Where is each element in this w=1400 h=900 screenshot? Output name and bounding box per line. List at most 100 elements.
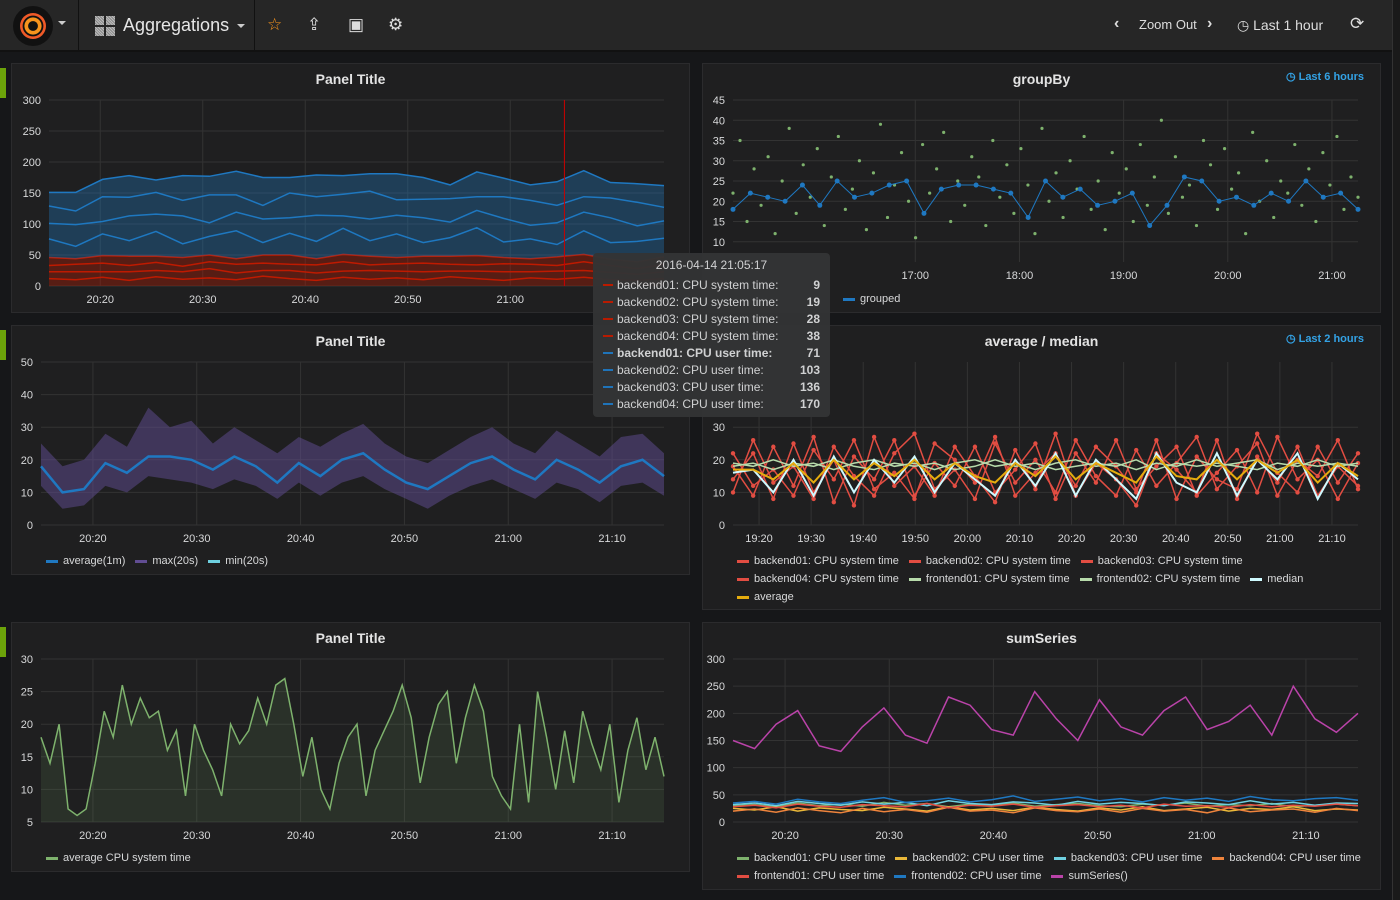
scatter-point bbox=[1244, 232, 1248, 236]
y-tick-label: 100 bbox=[707, 763, 725, 775]
graph-panel: Panel Title 0 50 100 150 200 250 300 20:20 20:30 2… bbox=[11, 63, 690, 313]
legend-item[interactable]: average CPU system time bbox=[46, 849, 191, 867]
legend-swatch bbox=[1079, 577, 1092, 581]
tooltip-series-label: backend03: CPU system time: bbox=[617, 311, 779, 326]
zoom-out-button[interactable]: Zoom Out bbox=[1139, 17, 1197, 32]
series-point bbox=[791, 493, 796, 498]
panel-time-override[interactable]: ◷ Last 2 hours bbox=[1286, 332, 1364, 345]
legend-item[interactable]: backend02: CPU user time bbox=[895, 849, 1044, 867]
y-tick-label: 150 bbox=[707, 736, 725, 748]
divider bbox=[78, 0, 79, 50]
series-line[interactable] bbox=[40, 677, 665, 817]
legend-item[interactable]: frontend01: CPU system time bbox=[908, 570, 1070, 588]
panel-title[interactable]: Panel Title bbox=[315, 333, 386, 349]
series-line[interactable] bbox=[732, 684, 1359, 753]
series-point bbox=[750, 438, 756, 443]
series-line[interactable] bbox=[48, 253, 665, 263]
series-line[interactable] bbox=[40, 451, 665, 494]
legend-item[interactable]: backend01: CPU user time bbox=[737, 849, 885, 867]
legend-item[interactable]: backend03: CPU user time bbox=[1053, 849, 1202, 867]
row-marker[interactable] bbox=[0, 330, 6, 360]
series-line[interactable] bbox=[49, 169, 665, 194]
graph-canvas[interactable]: 0 50 100 150 200 250 300 20:20 20:30 20:40 20:50 21… bbox=[12, 64, 691, 314]
graph-canvas[interactable]: 10 15 20 25 30 35 40 45 17:00 18:00 19:00 20:00 21:0… bbox=[703, 64, 1382, 314]
chevron-left-icon[interactable]: ‹ bbox=[1114, 15, 1120, 32]
dashboard-picker[interactable]: Aggregations bbox=[95, 15, 246, 36]
series-line[interactable] bbox=[732, 432, 1359, 501]
star-icon[interactable]: ☆ bbox=[267, 15, 283, 34]
scatter-point bbox=[1229, 187, 1234, 191]
legend-item[interactable]: median bbox=[1250, 570, 1303, 588]
series-point bbox=[972, 444, 978, 449]
legend-item[interactable]: backend01: CPU system time bbox=[737, 552, 899, 570]
series-line[interactable] bbox=[48, 190, 665, 212]
row-marker[interactable] bbox=[0, 627, 6, 657]
time-picker[interactable]: ◷ Last 1 hour bbox=[1237, 17, 1323, 34]
legend-item[interactable]: sumSeries() bbox=[1051, 867, 1128, 885]
legend-item[interactable]: frontend02: CPU system time bbox=[1079, 570, 1240, 588]
series-line[interactable] bbox=[732, 431, 1359, 501]
clock-icon: ◷ bbox=[1285, 333, 1299, 345]
tooltip-series-label: backend04: CPU user time: bbox=[617, 396, 764, 411]
panel-title[interactable]: average / median bbox=[984, 333, 1099, 349]
series-line[interactable] bbox=[48, 275, 665, 282]
scatter-point bbox=[1068, 159, 1072, 163]
series-line[interactable] bbox=[48, 261, 665, 270]
scatter-point bbox=[1180, 195, 1185, 199]
legend-item[interactable]: backend03: CPU system time bbox=[1080, 552, 1243, 570]
graph-canvas[interactable]: 5 10 15 20 25 30 20:20 20:30 20:40 20:50 21:00 21:1… bbox=[12, 623, 691, 873]
graph-canvas[interactable]: 0 50 100 150 200 250 300 20:20 20:30 20:40 20:50 21… bbox=[703, 623, 1382, 891]
series-point bbox=[730, 206, 736, 212]
legend-item[interactable]: max(20s) bbox=[135, 552, 198, 570]
series-point bbox=[851, 503, 857, 508]
legend-item[interactable]: grouped bbox=[843, 290, 900, 308]
legend-item[interactable]: backend02: CPU system time bbox=[908, 552, 1071, 570]
gear-icon[interactable]: ⚙ bbox=[388, 15, 404, 34]
panel-title[interactable]: groupBy bbox=[1012, 71, 1071, 87]
scatter-point bbox=[1012, 211, 1016, 215]
legend-swatch bbox=[46, 856, 58, 860]
series-line[interactable] bbox=[732, 806, 1359, 814]
series-point bbox=[1013, 480, 1018, 485]
panel-title[interactable]: Panel Title bbox=[315, 71, 386, 87]
scatter-point bbox=[766, 155, 770, 159]
share-icon[interactable]: ⇪ bbox=[307, 15, 322, 34]
graph-canvas[interactable]: 0 10 20 30 40 50 20:20 20:30 20:40 20:50 21:00 21:1… bbox=[12, 326, 691, 576]
legend-item[interactable]: frontend01: CPU user time bbox=[737, 867, 884, 885]
series-line[interactable] bbox=[48, 209, 665, 227]
grafana-logo[interactable] bbox=[13, 6, 53, 46]
save-icon[interactable]: ▣ bbox=[348, 15, 365, 34]
legend-item[interactable]: backend04: CPU system time bbox=[737, 570, 899, 588]
series-line[interactable] bbox=[732, 806, 1359, 812]
caret-down-icon[interactable] bbox=[58, 21, 66, 25]
scatter-point bbox=[1272, 215, 1276, 220]
legend-swatch bbox=[737, 856, 749, 860]
legend-item[interactable]: average(1m) bbox=[46, 552, 125, 570]
tooltip-row: backend01: CPU user time: 71 bbox=[603, 344, 820, 361]
refresh-icon[interactable]: ⟳ bbox=[1350, 14, 1365, 33]
series-line[interactable] bbox=[732, 795, 1359, 805]
legend-swatch bbox=[208, 559, 221, 563]
series-point bbox=[1199, 178, 1205, 184]
scrollbar[interactable] bbox=[1392, 0, 1400, 900]
legend-item[interactable]: frontend02: CPU user time bbox=[894, 867, 1041, 885]
graph-canvas[interactable]: 0 10 20 30 19:20 19:30 19:40 19:50 20:00 20:10 20:… bbox=[703, 326, 1382, 611]
panel-title[interactable]: sumSeries bbox=[1006, 630, 1077, 646]
series-line[interactable] bbox=[48, 226, 665, 248]
legend-item[interactable]: average bbox=[737, 588, 794, 606]
series-line[interactable] bbox=[49, 267, 665, 275]
series-line[interactable] bbox=[732, 802, 1359, 809]
series-line[interactable] bbox=[733, 455, 1359, 485]
series-point bbox=[1112, 198, 1118, 204]
tooltip-value: 103 bbox=[799, 362, 820, 377]
legend-item[interactable]: min(20s) bbox=[208, 552, 268, 570]
series-point bbox=[1268, 190, 1274, 196]
scatter-point bbox=[1159, 118, 1163, 122]
panel-time-override[interactable]: ◷ Last 6 hours bbox=[1286, 70, 1364, 83]
legend-item[interactable]: backend04: CPU user time bbox=[1212, 849, 1361, 867]
series-point bbox=[831, 477, 837, 482]
panel-title[interactable]: Panel Title bbox=[315, 630, 386, 646]
row-marker[interactable] bbox=[0, 68, 6, 98]
series-line[interactable] bbox=[732, 800, 1359, 807]
chevron-right-icon[interactable]: › bbox=[1207, 15, 1213, 32]
